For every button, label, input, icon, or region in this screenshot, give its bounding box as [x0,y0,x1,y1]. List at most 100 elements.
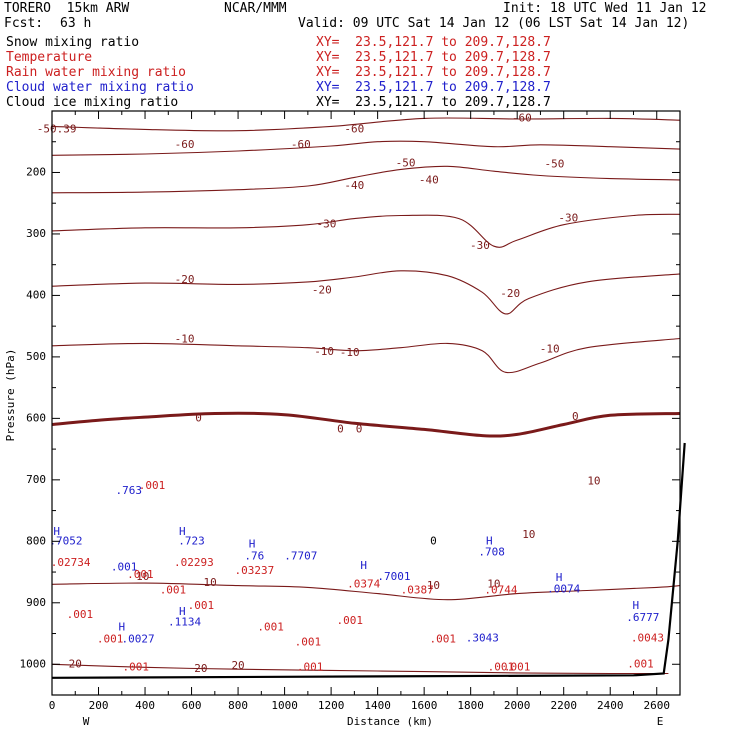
temperature-contour-m60 [51,117,681,132]
temperature-label-25: 10 [136,570,149,583]
y-tick-label-600: 600 [26,411,46,424]
plot-frame [51,110,681,696]
y-tick-label-300: 300 [26,227,46,240]
temperature-label-10: -30 [470,239,490,252]
cloud-water-label-18: .0027 [121,633,154,646]
temperature-label-2: -60 [291,138,311,151]
y-tick-label-800: 800 [26,534,46,547]
field-name-snow: Snow mixing ratio [6,35,140,50]
temperature-label-27: 10 [427,579,440,592]
rain-water-label-21: .001 [504,660,531,673]
temperature-contour-0 [51,411,681,438]
temperature-label-0: -50.39 [37,122,77,135]
rain-water-label-17: .001 [488,660,515,673]
temperature-label-23: 10 [587,475,600,488]
temperature-label-17: -10 [340,346,360,359]
cloud-water-label-6: H [249,537,256,550]
center-title: NCAR/MMM [224,1,287,16]
y-tick-label-500: 500 [26,350,46,363]
x-tick-label-600: 600 [182,699,202,712]
temperature-label-30: 20 [231,659,244,672]
temperature-label-4: -60 [512,111,532,124]
temperature-label-26: 10 [204,576,217,589]
rain-water-label-18: .001 [122,660,149,673]
cloud-water-label-4: H [179,525,186,538]
cloud-water-label-19: .3043 [466,631,499,644]
temperature-label-13: -20 [312,284,332,297]
cloud-water-label-5: .723 [178,534,205,547]
west-label: W [83,715,90,728]
temperature-label-12: -20 [175,273,195,286]
terrain-line [51,442,686,679]
cloud-water-label-14: .0074 [547,582,580,595]
x-tick-label-1800: 1800 [457,699,484,712]
temperature-label-16: -10 [314,345,334,358]
cloud-water-label-3: .001 [111,561,138,574]
field-name-rain: Rain water mixing ratio [6,65,187,80]
cloud-water-label-20: H [632,599,639,612]
temperature-contour-m40 [51,165,681,194]
field-name-temperature: Temperature [6,50,93,65]
cloud-water-label-11: H [486,534,493,547]
temperature-label-5: -50 [396,156,416,169]
x-tick-label-200: 200 [89,699,109,712]
field-xy-cloud-water: XY= 23.5,121.7 to 209.7,128.7 [316,80,551,95]
cloud-water-label-10: .7001 [377,570,410,583]
valid-time: Valid: 09 UTC Sat 14 Jan 12 (06 LST Sat … [298,16,690,31]
rain-water-label-20: .001 [627,657,654,670]
temperature-label-3: -60 [344,122,364,135]
x-tick-label-2600: 2600 [643,699,670,712]
temperature-label-31: 20 [194,662,207,675]
temperature-label-21: 0 [356,422,363,435]
field-name-cloud-water: Cloud water mixing ratio [6,80,194,95]
x-tick-label-400: 400 [135,699,155,712]
field-xy-rain: XY= 23.5,121.7 to 209.7,128.7 [316,65,551,80]
temperature-label-20: 0 [337,422,344,435]
rain-water-label-1: .02293 [174,556,214,569]
cloud-water-label-21: .6777 [626,611,659,624]
temperature-contour-10 [51,582,681,601]
y-tick-label-1000: 1000 [20,657,47,670]
forecast-label: Fcst: [4,16,44,31]
temperature-contour-20 [51,663,669,675]
rain-water-label-13: .001 [295,636,322,649]
forecast-hour: 63 h [60,16,92,31]
rain-water-label-14: .001 [336,614,363,627]
x-tick-label-1600: 1600 [411,699,438,712]
cloud-water-label-7: .76 [244,550,264,563]
temperature-contour-m30 [51,213,681,248]
cloud-water-label-13: H [556,571,563,584]
rain-water-label-7: .001 [127,568,154,581]
temperature-label-11: -30 [558,212,578,225]
cloud-ice-label-0: 0 [430,534,437,547]
x-tick-label-1000: 1000 [271,699,298,712]
temperature-label-14: -20 [500,287,520,300]
field-xy-cloud-ice: XY= 23.5,121.7 to 209.7,128.7 [316,95,551,110]
field-xy-temperature: XY= 23.5,121.7 to 209.7,128.7 [316,50,551,65]
init-time: Init: 18 UTC Wed 11 Jan 12 [503,1,707,16]
temperature-label-9: -30 [317,218,337,231]
y-axis-label: Pressure (hPa) [4,349,17,442]
x-tick-label-2200: 2200 [550,699,577,712]
rain-water-label-6: .001 [139,479,166,492]
cloud-water-label-17: H [118,620,125,633]
x-axis-label: Distance (km) [347,715,433,728]
cloud-water-label-15: H [179,605,186,618]
temperature-label-29: 20 [69,657,82,670]
rain-water-label-4: .0387 [401,583,434,596]
x-tick-label-1400: 1400 [364,699,391,712]
rain-water-label-9: .001 [188,599,215,612]
temperature-contour-m10 [51,337,681,374]
cloud-water-label-1: .7052 [49,534,82,547]
temperature-label-8: -40 [419,173,439,186]
rain-water-label-10: .001 [67,608,94,621]
cloud-water-label-16: .1134 [168,615,201,628]
y-tick-label-200: 200 [26,165,46,178]
east-label: E [657,715,664,728]
x-tick-label-1200: 1200 [318,699,345,712]
temperature-contour-m50 [51,140,681,156]
cloud-water-label-9: H [360,559,367,572]
rain-water-label-12: .001 [257,620,284,633]
cloud-water-label-12: .708 [478,545,505,558]
